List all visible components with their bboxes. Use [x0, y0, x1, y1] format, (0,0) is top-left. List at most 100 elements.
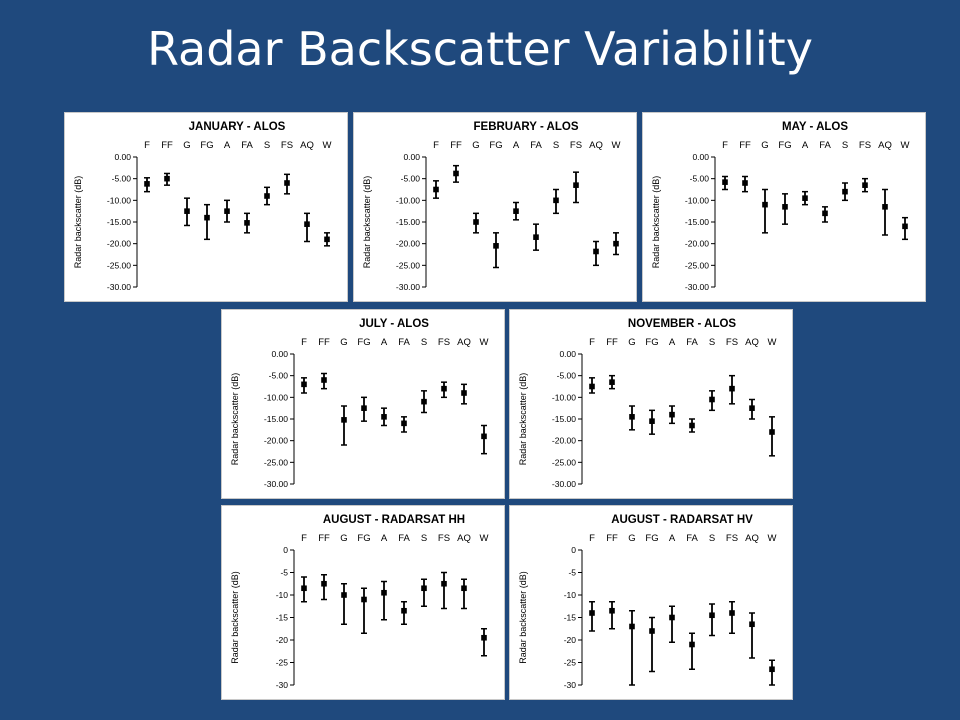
- category-label: F: [589, 337, 595, 348]
- y-tick-label: 0.00: [559, 349, 576, 359]
- y-axis-label: Radar backscatter (dB): [362, 176, 372, 269]
- data-point: [513, 208, 519, 214]
- category-label: S: [421, 337, 427, 348]
- data-point: [613, 240, 619, 247]
- y-tick-label: -30.00: [685, 282, 709, 292]
- chart-panel-november: NOVEMBER - ALOS F FF G FG A FA S FS AQ W 0.00 -5.00-…: [509, 309, 793, 499]
- category-label: A: [224, 140, 231, 151]
- category-label: F: [589, 533, 595, 544]
- data-point: [802, 195, 808, 201]
- chart-title: AUGUST - RADARSAT HH: [323, 514, 465, 526]
- data-point: [301, 585, 307, 592]
- data-point: [433, 186, 439, 193]
- data-point: [709, 612, 715, 619]
- chart-svg: AUGUST - RADARSAT HHF FF G FG A FA S FS AQ W0-5-1…: [230, 514, 489, 690]
- category-label: G: [472, 140, 479, 151]
- category-label: FF: [739, 140, 751, 151]
- category-label: A: [802, 140, 809, 151]
- data-point: [421, 585, 427, 592]
- y-tick-label: -5.00: [690, 174, 710, 184]
- category-label: G: [761, 140, 768, 151]
- y-tick-label: -25.00: [552, 457, 576, 467]
- data-point: [769, 666, 775, 673]
- data-point: [493, 243, 499, 249]
- category-label: S: [709, 533, 715, 544]
- category-label: FS: [726, 337, 738, 348]
- category-label: FF: [318, 337, 330, 348]
- chart-title: NOVEMBER - ALOS: [628, 318, 737, 330]
- category-label: AQ: [589, 140, 603, 151]
- chart-panel-august-hh: AUGUST - RADARSAT HH F FF G FG A FA S FS AQ W 0 -5 -1…: [221, 505, 505, 700]
- category-label: AQ: [878, 140, 892, 151]
- data-point: [441, 580, 447, 587]
- category-label: G: [628, 337, 635, 348]
- y-tick-label: -15: [564, 613, 577, 623]
- data-point: [533, 234, 539, 240]
- category-label: FS: [726, 533, 738, 544]
- y-tick-label: -15: [276, 613, 289, 623]
- category-label: FG: [489, 140, 502, 151]
- category-label: F: [722, 140, 728, 151]
- category-label: A: [381, 337, 388, 348]
- y-tick-label: -20: [276, 635, 289, 645]
- data-point: [381, 589, 387, 596]
- data-point: [321, 580, 327, 587]
- y-tick-label: -30.00: [396, 282, 420, 292]
- category-label: FA: [530, 140, 542, 151]
- data-point: [573, 182, 579, 188]
- y-tick-label: -15.00: [396, 217, 420, 227]
- y-tick-label: -10.00: [264, 392, 288, 402]
- y-tick-label: -10.00: [552, 392, 576, 402]
- data-point: [461, 585, 467, 592]
- category-label: FA: [398, 533, 410, 544]
- data-point: [749, 621, 755, 628]
- data-point: [481, 433, 487, 440]
- y-tick-label: -10.00: [685, 195, 709, 205]
- chart-title: MAY - ALOS: [782, 121, 848, 133]
- chart-title: JANUARY - ALOS: [189, 121, 286, 133]
- data-point: [461, 390, 467, 396]
- category-label: FA: [686, 337, 698, 348]
- y-tick-label: 0.00: [271, 349, 288, 359]
- y-tick-label: 0.00: [692, 152, 709, 162]
- data-point: [401, 607, 407, 614]
- category-label: AQ: [745, 533, 759, 544]
- data-point: [144, 181, 150, 187]
- y-tick-label: -25.00: [264, 457, 288, 467]
- y-tick-label: -5.00: [401, 174, 421, 184]
- category-label: A: [513, 140, 520, 151]
- data-point: [381, 414, 387, 420]
- data-point: [441, 385, 447, 392]
- category-label: AQ: [300, 140, 314, 151]
- data-point: [401, 420, 407, 427]
- data-point: [822, 210, 828, 217]
- chart-panel-february: FEBRUARY - ALOS F FF G FG A FA S FS AQ W 0.00 -5.00-…: [353, 112, 637, 302]
- data-point: [244, 220, 250, 226]
- category-label: G: [340, 337, 347, 348]
- y-tick-label: -30: [564, 680, 577, 690]
- data-point: [341, 417, 347, 423]
- category-label: FG: [357, 337, 370, 348]
- category-label: FF: [318, 533, 330, 544]
- category-label: FA: [241, 140, 253, 151]
- category-label: FF: [161, 140, 173, 151]
- y-tick-label: -15.00: [107, 217, 131, 227]
- data-point: [862, 182, 868, 188]
- chart-panel-may: MAY - ALOS F FF G FG A FA S FS AQ W 0.00 -5.00 -10.00…: [642, 112, 926, 302]
- y-tick-label: -5.00: [557, 371, 577, 381]
- y-tick-label: -5.00: [269, 371, 289, 381]
- category-label: FA: [686, 533, 698, 544]
- data-point: [321, 377, 327, 383]
- data-point: [361, 405, 367, 411]
- data-point: [224, 208, 230, 214]
- category-label: FS: [859, 140, 871, 151]
- category-label: FA: [398, 337, 410, 348]
- category-label: FG: [645, 337, 658, 348]
- y-tick-label: 0: [571, 545, 576, 555]
- category-label: W: [323, 140, 332, 151]
- y-tick-label: -15.00: [264, 414, 288, 424]
- data-point: [553, 197, 559, 204]
- category-label: FS: [570, 140, 582, 151]
- data-point: [842, 188, 848, 195]
